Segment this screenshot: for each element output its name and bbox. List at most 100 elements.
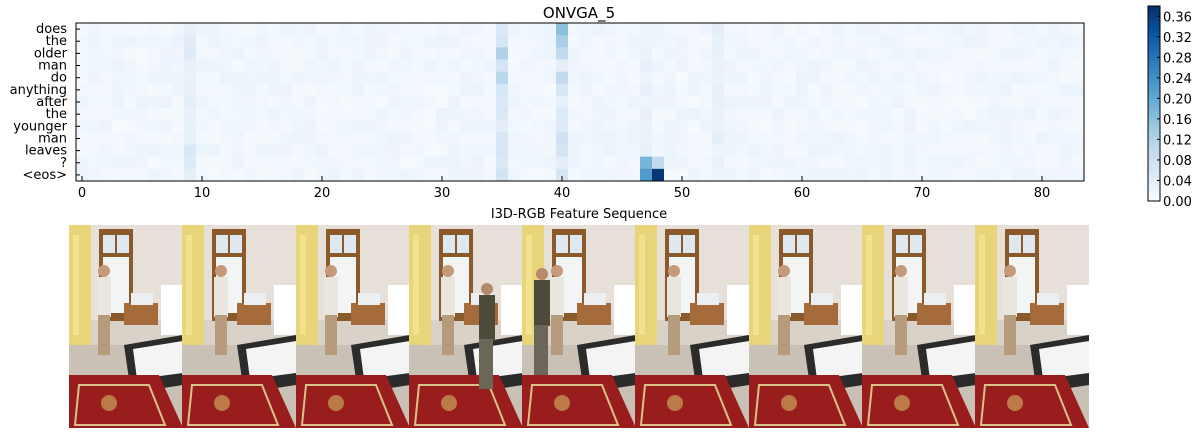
colorbar-tick-label: 0.12 xyxy=(1163,133,1192,148)
heatmap-cell xyxy=(208,168,221,182)
heatmap-cell xyxy=(280,83,293,97)
heatmap-cell xyxy=(292,23,305,36)
heatmap-cell xyxy=(136,120,149,133)
heatmap-cell xyxy=(976,95,989,109)
heatmap-cell xyxy=(736,156,749,170)
heatmap-cell xyxy=(1072,132,1085,145)
heatmap-cell xyxy=(772,144,785,157)
heatmap-cell xyxy=(904,35,917,48)
heatmap-cell xyxy=(316,144,329,157)
colorbar-segment xyxy=(1148,159,1160,163)
heatmap-cell xyxy=(856,168,869,182)
heatmap-cell xyxy=(676,35,689,48)
heatmap-cell xyxy=(988,23,1001,36)
heatmap-cell xyxy=(88,35,101,48)
heatmap-cell xyxy=(628,95,641,109)
heatmap-cell xyxy=(568,120,581,133)
heatmap-cell xyxy=(880,156,893,170)
video-frame xyxy=(975,225,1089,428)
heatmap-cell xyxy=(592,168,605,182)
heatmap-cell xyxy=(340,71,353,85)
heatmap-cell xyxy=(472,23,485,36)
heatmap-cell xyxy=(916,120,929,133)
heatmap-cell xyxy=(1012,47,1025,60)
heatmap-cell xyxy=(412,95,425,109)
heatmap-cell xyxy=(832,168,845,182)
heatmap-cell xyxy=(916,83,929,97)
heatmap-cell xyxy=(100,23,113,36)
colorbar-segment xyxy=(1148,147,1160,151)
heatmap-cell xyxy=(856,156,869,170)
heatmap-cell xyxy=(856,132,869,145)
heatmap-cell xyxy=(1072,156,1085,170)
heatmap-cell xyxy=(508,144,521,157)
heatmap-cell xyxy=(328,23,341,36)
colorbar-segment xyxy=(1148,108,1160,112)
heatmap-cell xyxy=(136,168,149,182)
colorbar-segment xyxy=(1148,59,1160,63)
heatmap-cell xyxy=(556,168,569,182)
heatmap-cell xyxy=(496,120,509,133)
heatmap-cell xyxy=(964,156,977,170)
heatmap-cell xyxy=(364,144,377,157)
heatmap-cell xyxy=(1000,59,1013,72)
heatmap-cell xyxy=(1048,168,1061,182)
heatmap-cell xyxy=(604,144,617,157)
colorbar-segment xyxy=(1148,144,1160,148)
heatmap-cell xyxy=(160,47,173,60)
heatmap-cell xyxy=(448,95,461,109)
heatmap-cell xyxy=(376,71,389,85)
heatmap-cell xyxy=(280,132,293,145)
heatmap-cell xyxy=(316,47,329,60)
heatmap-cell xyxy=(676,144,689,157)
heatmap-cell xyxy=(244,108,257,121)
heatmap-cell xyxy=(496,168,509,182)
heatmap-cell xyxy=(556,71,569,85)
heatmap-cell xyxy=(388,108,401,121)
heatmap-cell xyxy=(700,168,713,182)
colorbar-segment xyxy=(1148,186,1160,190)
heatmap-cell xyxy=(556,132,569,145)
heatmap-cell xyxy=(136,83,149,97)
heatmap-cell xyxy=(832,47,845,60)
heatmap-cell xyxy=(760,95,773,109)
colorbar-segment xyxy=(1148,35,1160,39)
y-tick-label: the xyxy=(46,107,67,122)
heatmap-cell xyxy=(976,35,989,48)
x-tick-label: 0 xyxy=(78,186,86,201)
heatmap-cell xyxy=(592,156,605,170)
heatmap-cell xyxy=(1036,144,1049,157)
heatmap-cell xyxy=(544,120,557,133)
heatmap-cell xyxy=(712,120,725,133)
heatmap-cell xyxy=(472,47,485,60)
colorbar-segment xyxy=(1148,86,1160,90)
video-frame xyxy=(522,225,636,428)
heatmap-cell xyxy=(808,168,821,182)
heatmap-cell xyxy=(544,108,557,121)
heatmap-cell xyxy=(988,83,1001,97)
heatmap-cell xyxy=(544,83,557,97)
heatmap-cell xyxy=(628,71,641,85)
heatmap-cell xyxy=(172,59,185,72)
heatmap-cell xyxy=(400,95,413,109)
heatmap-cell xyxy=(604,132,617,145)
heatmap-cell xyxy=(964,120,977,133)
heatmap-cell xyxy=(184,120,197,133)
heatmap-cell xyxy=(460,71,473,85)
heatmap-cell xyxy=(232,108,245,121)
video-frame xyxy=(408,225,523,428)
heatmap-cell xyxy=(532,71,545,85)
heatmap-cell xyxy=(472,132,485,145)
heatmap-cell xyxy=(316,156,329,170)
heatmap-cell xyxy=(1024,47,1037,60)
heatmap-cell xyxy=(328,59,341,72)
heatmap-cell xyxy=(436,156,449,170)
heatmap-cell xyxy=(112,108,125,121)
heatmap-cell xyxy=(844,120,857,133)
heatmap-cell xyxy=(484,35,497,48)
heatmap-cell xyxy=(904,144,917,157)
heatmap-cell xyxy=(508,83,521,97)
heatmap-cell xyxy=(304,23,317,36)
heatmap-cell xyxy=(688,59,701,72)
heatmap-cell xyxy=(508,23,521,36)
